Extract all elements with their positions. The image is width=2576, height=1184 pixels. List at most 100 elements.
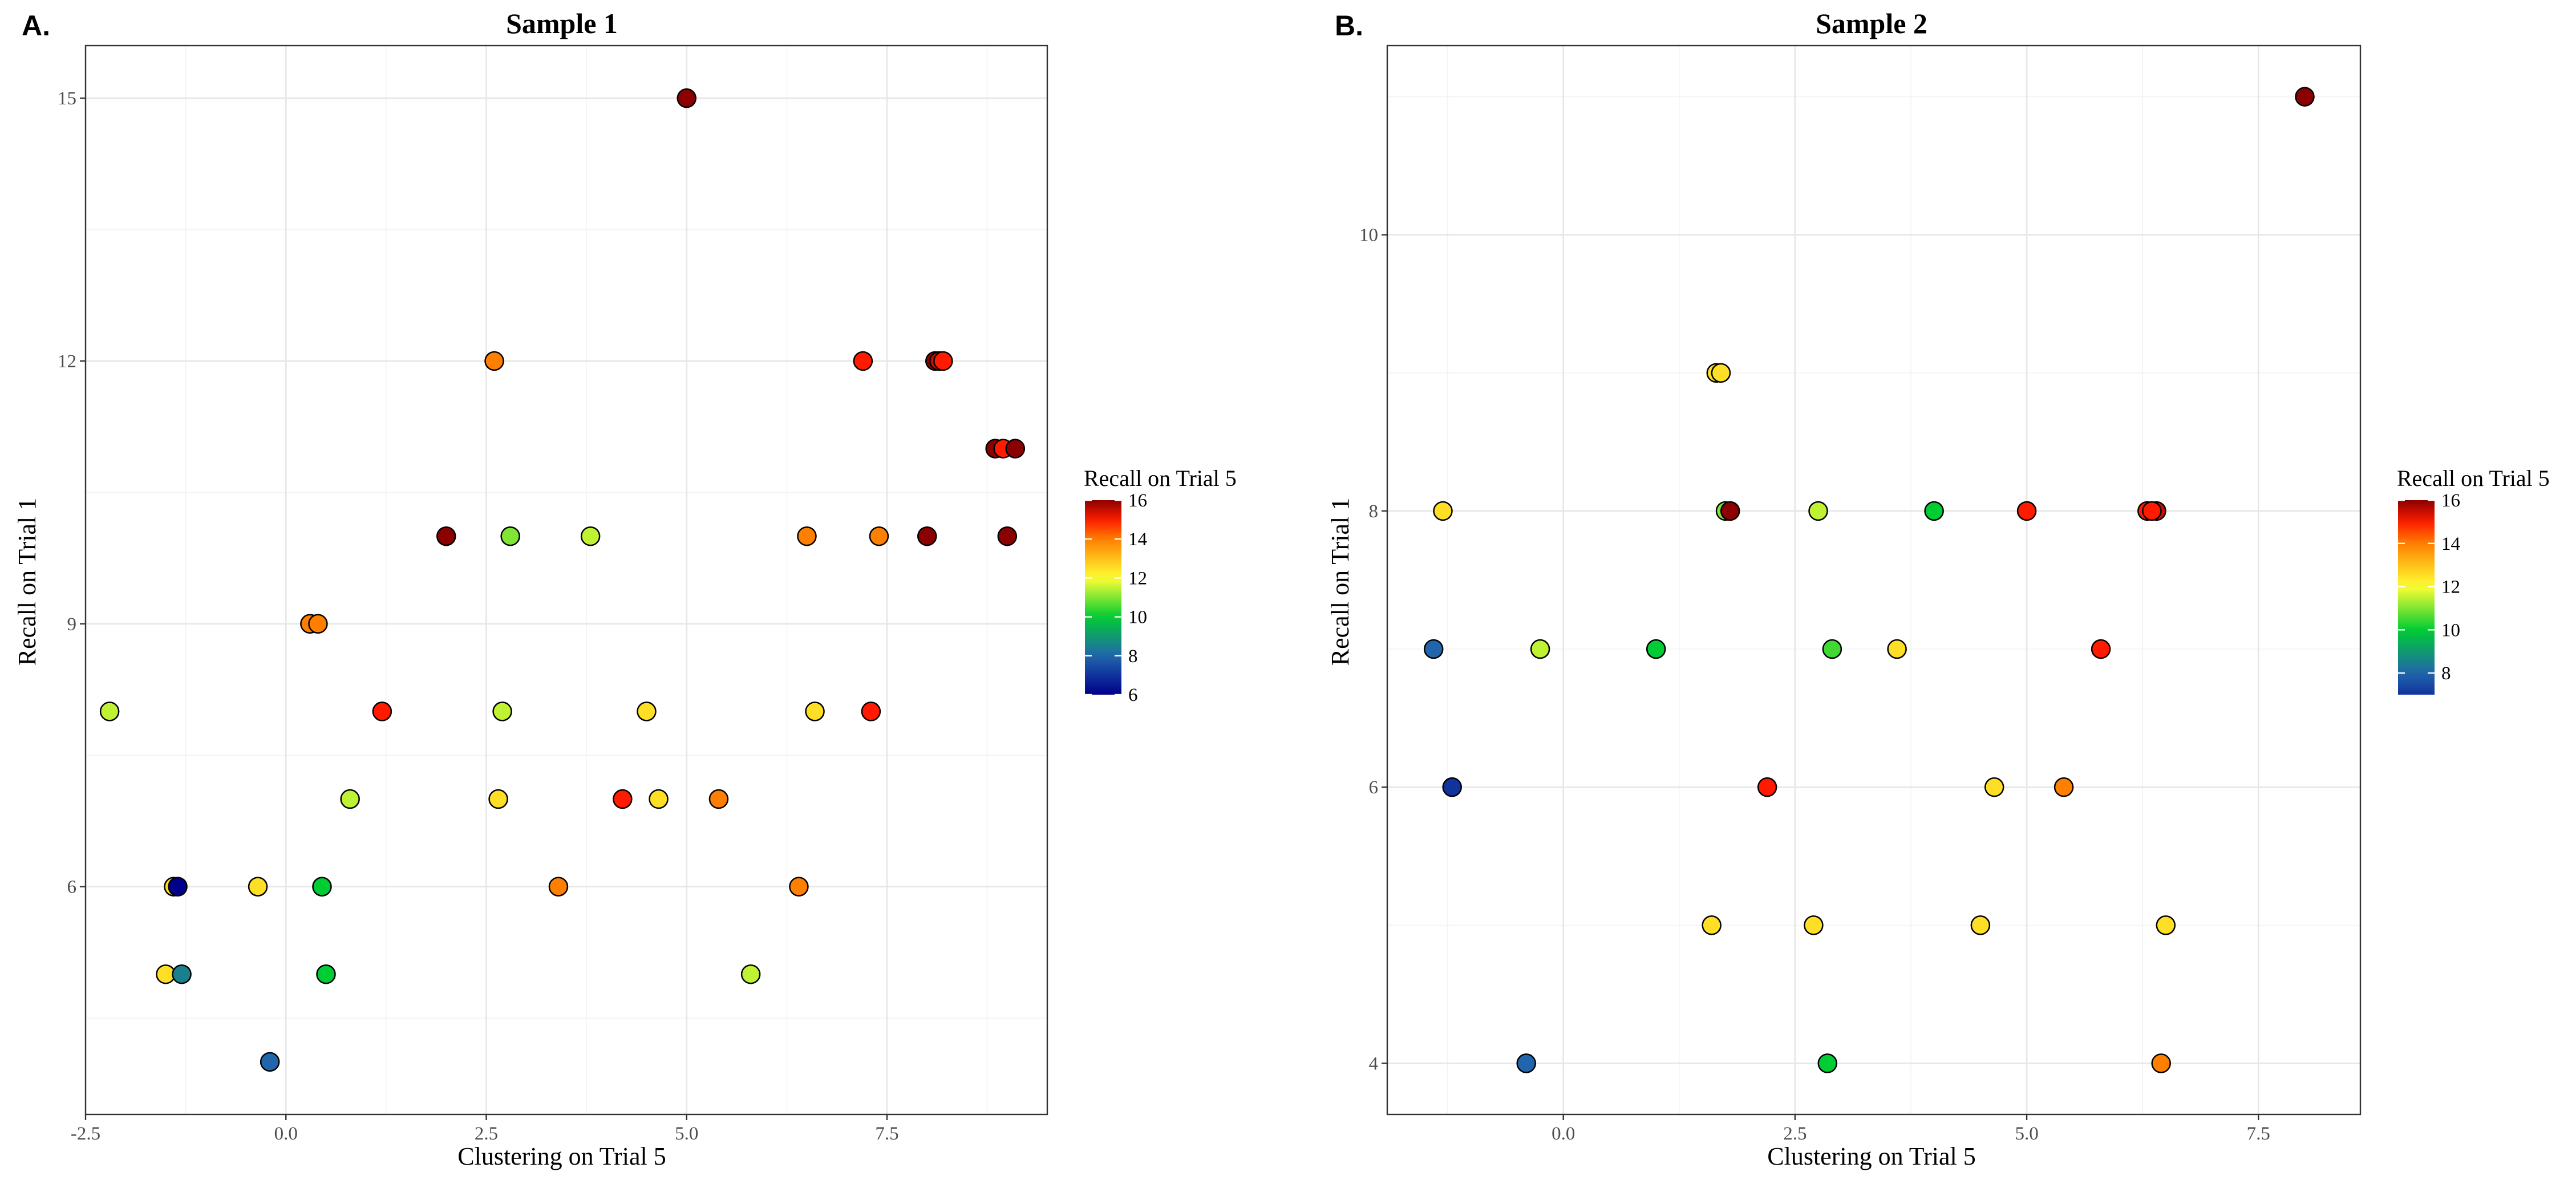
x-tick-label: 5.0 [675, 1124, 698, 1144]
y-tick-label: 6 [67, 877, 77, 898]
x-tick-label: -2.5 [71, 1124, 100, 1144]
data-point [2053, 777, 2074, 797]
data-point [500, 526, 520, 546]
data-point [2151, 1053, 2171, 1073]
color-bar [2398, 500, 2435, 695]
panel-b-letter: B. [1335, 10, 1363, 42]
color-bar-label: 12 [1128, 568, 1147, 589]
data-point [637, 702, 657, 721]
plot-background [1387, 46, 2360, 1114]
data-point [168, 877, 188, 897]
x-tick-label: 7.5 [875, 1124, 898, 1144]
x-tick-label: 5.0 [2015, 1124, 2038, 1144]
data-point [853, 351, 873, 371]
data-point [1817, 1053, 1838, 1073]
data-point [740, 964, 761, 984]
data-point [1442, 777, 1462, 797]
color-bar [1085, 500, 1121, 695]
data-point [1433, 501, 1453, 521]
data-point [708, 789, 729, 809]
color-bar-label: 14 [2441, 534, 2460, 554]
data-point [260, 1052, 280, 1072]
data-point [2091, 639, 2111, 659]
data-point [861, 702, 881, 721]
data-point [1887, 639, 1907, 659]
data-point [580, 526, 601, 546]
panel-b-title: Sample 2 [1816, 7, 1927, 39]
panel-b: B. Sample 2 0.0 2.5 5.0 7.5 4 6 8 10 Clustering… [1326, 7, 2550, 1170]
panel-a-plot-area: -2.5 0.0 2.5 5.0 7.5 6 9 12 15 [58, 44, 1048, 1144]
data-point [997, 526, 1017, 546]
data-point [2142, 501, 2162, 521]
panel-b-x-axis-title: Clustering on Trial 5 [1767, 1142, 1976, 1170]
panel-a-x-axis-title: Clustering on Trial 5 [457, 1142, 666, 1170]
panel-a: A. Sample 1 -2.5 0.0 2.5 5.0 7.5 6 9 12 15 Clust… [13, 7, 1237, 1170]
data-point [340, 789, 360, 809]
plot-background [86, 46, 1047, 1114]
x-tick-label: 2.5 [475, 1124, 498, 1144]
y-tick-label: 12 [58, 351, 76, 372]
color-bar-label: 10 [1128, 607, 1147, 628]
data-point [1646, 639, 1666, 659]
data-point [372, 702, 392, 721]
data-point [492, 702, 512, 721]
color-bar-label: 8 [2441, 663, 2451, 684]
data-point [1516, 1053, 1536, 1073]
panel-b-legend-title: Recall on Trial 5 [2397, 465, 2550, 491]
data-point [1924, 501, 1944, 521]
data-point [488, 789, 508, 809]
color-bar-label: 16 [2441, 490, 2460, 511]
x-tick-label: 0.0 [1552, 1124, 1575, 1144]
data-point [1984, 777, 2004, 797]
x-tick-label: 0.0 [274, 1124, 298, 1144]
data-point [869, 526, 889, 546]
panel-b-color-legend: Recall on Trial 5 8 10 12 14 16 [2397, 465, 2550, 695]
data-point [1702, 915, 1722, 935]
data-point [1005, 439, 1026, 459]
data-point [1804, 915, 1824, 935]
x-tick-label: 7.5 [2247, 1124, 2270, 1144]
data-point [1530, 639, 1550, 659]
data-point [99, 702, 120, 721]
plot-border [1386, 44, 2362, 1116]
color-bar-label: 10 [2441, 620, 2460, 640]
color-bar-label: 8 [1128, 646, 1138, 667]
y-tick-label: 8 [1369, 501, 1379, 522]
y-tick-label: 15 [58, 88, 76, 109]
panel-b-plot-area: 0.0 2.5 5.0 7.5 4 6 8 10 [1359, 44, 2362, 1144]
color-bar-label: 16 [1128, 490, 1147, 511]
data-point [2156, 915, 2176, 935]
data-point [248, 877, 268, 897]
data-point [649, 789, 669, 809]
data-point [1711, 363, 1731, 383]
data-point [933, 351, 953, 371]
x-tick-label: 2.5 [1783, 1124, 1807, 1144]
panel-a-letter: A. [22, 10, 50, 42]
data-point [677, 88, 696, 108]
color-bar-label: 6 [1128, 685, 1138, 705]
data-point [308, 614, 328, 634]
panel-a-y-axis-title: Recall on Trial 1 [13, 498, 41, 666]
data-point [1970, 915, 1991, 935]
color-bar-label: 12 [2441, 577, 2460, 598]
y-tick-label: 10 [1359, 225, 1378, 246]
panel-a-title: Sample 1 [506, 7, 618, 39]
data-point [805, 702, 825, 721]
panel-a-legend-title: Recall on Trial 5 [1084, 465, 1237, 491]
panel-a-color-legend: Recall on Trial 5 6 8 10 12 14 16 [1084, 465, 1237, 705]
panel-b-y-axis-title: Recall on Trial 1 [1326, 498, 1354, 666]
data-point [312, 877, 332, 897]
data-point [2295, 87, 2315, 107]
data-point [797, 526, 817, 546]
data-point [2016, 501, 2037, 521]
color-bar-label: 14 [1128, 529, 1147, 550]
data-point [436, 526, 456, 546]
data-point [789, 877, 809, 897]
data-point [613, 789, 633, 809]
data-point [917, 526, 937, 546]
data-point [484, 351, 504, 371]
data-point [316, 964, 336, 984]
data-point [1822, 639, 1842, 659]
data-point [548, 877, 569, 897]
